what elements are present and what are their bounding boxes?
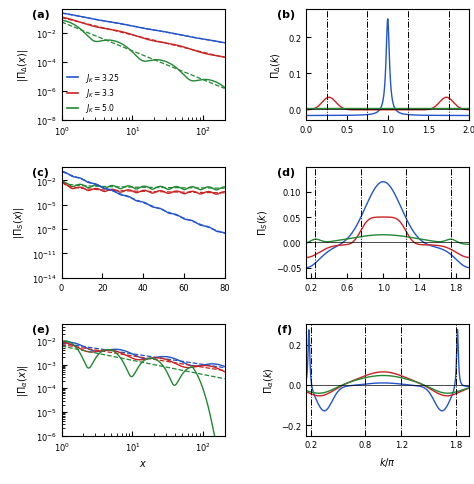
Legend: $J_K=3.25$, $J_K=3.3$, $J_K=5.0$: $J_K=3.25$, $J_K=3.3$, $J_K=5.0$ — [65, 70, 121, 117]
Y-axis label: $|\Pi_\alpha(x)|$: $|\Pi_\alpha(x)|$ — [16, 364, 30, 396]
Y-axis label: $|\Pi_S(x)|$: $|\Pi_S(x)|$ — [12, 206, 27, 239]
Text: (f): (f) — [277, 325, 292, 334]
Text: (b): (b) — [277, 10, 295, 20]
Text: (c): (c) — [32, 167, 49, 177]
Text: (d): (d) — [277, 167, 295, 177]
Text: (e): (e) — [32, 325, 50, 334]
Y-axis label: $\Pi_\alpha(k)$: $\Pi_\alpha(k)$ — [262, 367, 276, 393]
Y-axis label: $\Pi_S(k)$: $\Pi_S(k)$ — [257, 210, 270, 236]
X-axis label: $x$: $x$ — [139, 458, 147, 469]
X-axis label: $k/\pi$: $k/\pi$ — [379, 455, 396, 468]
Text: (a): (a) — [32, 10, 50, 20]
Y-axis label: $|\Pi_\Delta(x)|$: $|\Pi_\Delta(x)|$ — [16, 48, 30, 82]
Y-axis label: $\Pi_\Delta(k)$: $\Pi_\Delta(k)$ — [269, 52, 283, 78]
